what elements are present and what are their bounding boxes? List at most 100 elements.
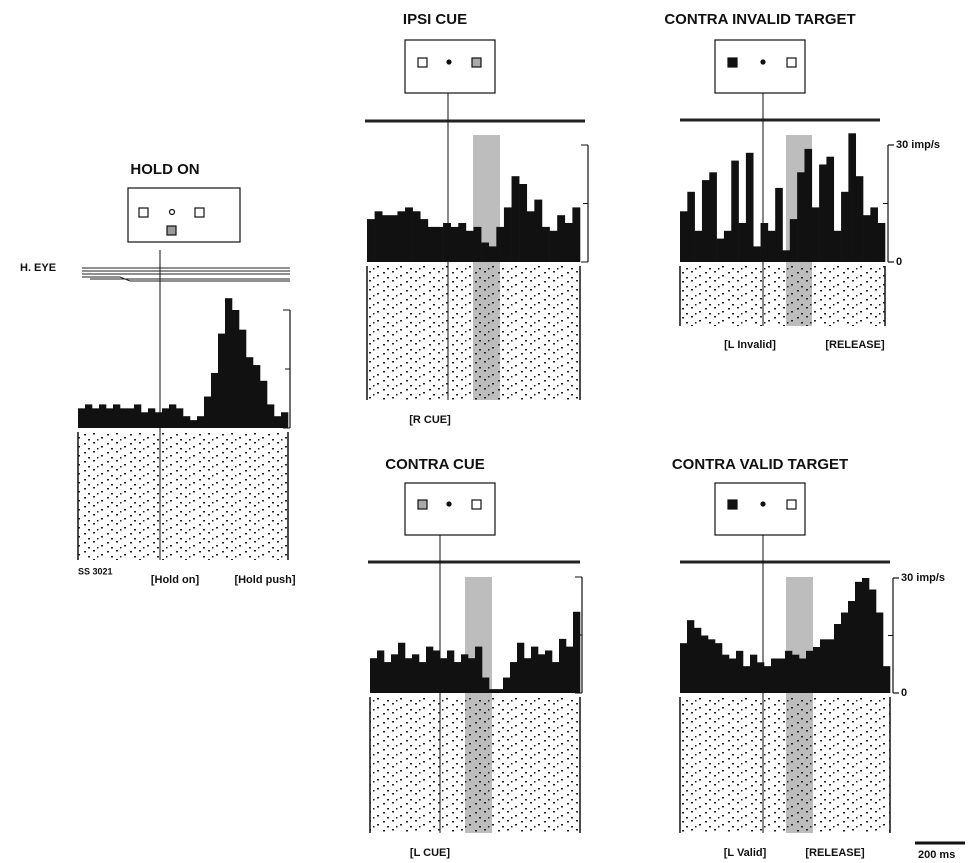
bar — [559, 638, 567, 693]
bar — [489, 689, 497, 693]
bar — [573, 611, 581, 693]
bar — [834, 624, 842, 693]
bar — [468, 658, 476, 693]
bar — [819, 164, 827, 262]
bar — [709, 172, 717, 262]
bar — [538, 654, 546, 693]
bar — [806, 650, 814, 693]
bar — [736, 650, 744, 693]
bar — [820, 639, 828, 693]
bar — [120, 408, 128, 428]
bar — [833, 230, 842, 262]
event-label: [R CUE] — [409, 414, 451, 426]
bar — [799, 658, 807, 693]
bar — [391, 654, 399, 693]
panel-title: CONTRA INVALID TARGET — [664, 11, 855, 28]
bar — [566, 646, 574, 693]
scale-label: 200 ms — [918, 849, 955, 861]
event-label: [RELEASE] — [805, 847, 865, 859]
bar — [862, 578, 870, 693]
bar — [488, 246, 497, 262]
bar — [687, 620, 695, 693]
bar — [370, 658, 378, 693]
event-label: [RELEASE] — [825, 339, 885, 351]
bar — [797, 172, 805, 262]
bar — [426, 646, 434, 693]
bar — [475, 646, 483, 693]
bar — [99, 404, 107, 428]
bar — [127, 408, 135, 428]
bar — [804, 148, 813, 262]
bar — [253, 365, 261, 428]
subject-label: SS 3021 — [78, 566, 113, 576]
bar — [526, 211, 535, 262]
bar — [465, 230, 474, 262]
bar — [367, 219, 375, 262]
bar — [524, 658, 532, 693]
bar — [743, 666, 751, 693]
bar — [412, 654, 420, 693]
bar — [753, 246, 761, 262]
eye-trace — [82, 118, 890, 564]
bar — [841, 612, 849, 693]
bar — [534, 199, 543, 262]
bar — [715, 643, 723, 693]
bar — [792, 654, 800, 693]
bar — [239, 329, 247, 428]
bar — [848, 601, 856, 693]
bar — [841, 191, 849, 262]
event-label: [L CUE] — [410, 847, 450, 859]
bar — [218, 333, 226, 428]
bar — [503, 207, 512, 262]
panel-title: CONTRA VALID TARGET — [672, 456, 848, 473]
raster — [370, 697, 580, 833]
bar — [549, 230, 558, 262]
bar — [113, 404, 121, 428]
bar — [764, 666, 772, 693]
raster — [680, 697, 890, 833]
bar — [510, 662, 518, 693]
bar — [454, 662, 462, 693]
bar — [481, 242, 490, 262]
bar — [701, 635, 709, 693]
bar — [760, 223, 769, 262]
bar — [405, 207, 413, 262]
bar — [443, 223, 451, 262]
bar — [246, 357, 254, 428]
bar — [855, 176, 864, 262]
bar — [789, 219, 798, 262]
bar — [775, 187, 783, 262]
bar — [148, 408, 156, 428]
bar — [552, 662, 560, 693]
y-tick-label: 0 — [901, 687, 907, 699]
bar — [412, 211, 421, 262]
bar — [701, 180, 710, 262]
raster — [680, 266, 885, 326]
bar — [440, 658, 448, 693]
bar — [169, 404, 177, 428]
bar — [204, 396, 212, 428]
panel-title: HOLD ON — [130, 161, 199, 178]
bar — [211, 372, 219, 428]
bar — [162, 408, 170, 428]
bar — [827, 639, 835, 693]
bar — [473, 226, 482, 262]
bar — [767, 230, 776, 262]
bar — [855, 581, 863, 693]
bar — [183, 416, 191, 428]
bar — [687, 191, 695, 262]
bar — [397, 211, 406, 262]
bar — [427, 226, 436, 262]
bar — [419, 662, 427, 693]
bar — [458, 223, 467, 262]
bar — [377, 650, 385, 693]
bar — [531, 646, 539, 693]
bar — [870, 207, 878, 262]
bar — [750, 654, 758, 693]
bar — [738, 223, 747, 262]
bar — [106, 408, 114, 428]
bar — [869, 589, 877, 693]
bar — [274, 416, 282, 428]
bar — [225, 298, 233, 428]
